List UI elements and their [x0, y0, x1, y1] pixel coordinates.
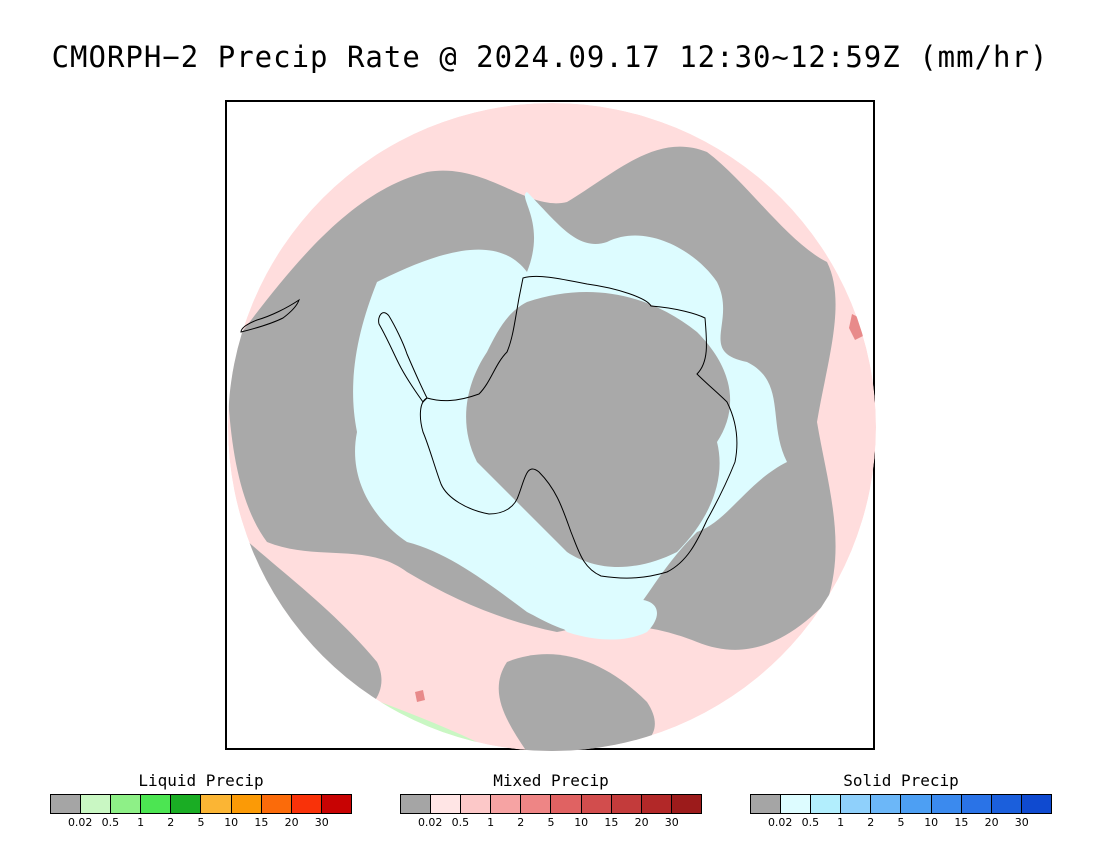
legend-swatch [811, 795, 842, 813]
legend-tick-label: 0.02 [67, 816, 93, 829]
legend-title: Mixed Precip [493, 771, 609, 790]
legend-tick-labels: 0.02 0.5 1 2 5 10 15 20 30 [400, 814, 702, 830]
map-frame [225, 100, 876, 751]
legend-tick-label: 30 [664, 816, 679, 829]
legend-swatch [521, 795, 552, 813]
chart-title: CMORPH−2 Precip Rate @ 2024.09.17 12:30∼… [51, 40, 1049, 74]
legend-swatch [841, 795, 872, 813]
legend-swatch [931, 795, 962, 813]
legend-swatch [141, 795, 172, 813]
legend-tick-label: 30 [1014, 816, 1029, 829]
legend-swatch [81, 795, 112, 813]
legend-swatch [171, 795, 202, 813]
legend-title: Solid Precip [843, 771, 959, 790]
legend-swatch [781, 795, 812, 813]
legend-tick-label: 0.5 [101, 816, 120, 829]
legend-tick-label: 15 [954, 816, 969, 829]
legend-swatch [401, 795, 432, 813]
legend-tick-label: 15 [254, 816, 269, 829]
legend-tick-label: 1 [137, 816, 145, 829]
legend-tick-label: 5 [197, 816, 205, 829]
legend-swatch [51, 795, 82, 813]
legend-tick-label: 0.5 [801, 816, 820, 829]
legend-swatch [641, 795, 672, 813]
legend-swatch [491, 795, 522, 813]
legend-swatch [111, 795, 142, 813]
solid-precip-area-south [527, 562, 657, 640]
no-rain-area-south [498, 654, 655, 751]
legend-colorbar [50, 794, 352, 814]
mixed-precip-heavy-south [415, 690, 425, 702]
legend-tick-label: 5 [897, 816, 905, 829]
legend-swatch [231, 795, 262, 813]
legend-colorbar [400, 794, 702, 814]
legend-swatch [201, 795, 232, 813]
legend-tick-label: 2 [167, 816, 175, 829]
legend-tick-label: 0.02 [767, 816, 793, 829]
antarctic-peninsula-coastline [378, 312, 428, 403]
legend-tick-label: 20 [984, 816, 999, 829]
continent-no-rain [466, 292, 731, 567]
legend-tick-label: 20 [284, 816, 299, 829]
legend-tick-label: 0.5 [451, 816, 470, 829]
south-america-coastline [240, 298, 300, 333]
legend-mixed: Mixed Precip 0.02 0.5 1 2 5 10 15 20 30 [400, 772, 702, 830]
legend-colorbar [750, 794, 1052, 814]
legend-liquid: Liquid Precip 0.02 0.5 1 2 5 10 15 20 30 [50, 772, 352, 830]
legend-swatch [261, 795, 292, 813]
legend-tick-label: 5 [547, 816, 555, 829]
legend-swatch [961, 795, 992, 813]
legend-tick-label: 10 [924, 816, 939, 829]
legend-swatch [581, 795, 612, 813]
legend-title: Liquid Precip [138, 771, 264, 790]
legend-swatch [611, 795, 642, 813]
legend-swatch [1021, 795, 1051, 813]
legend-tick-label: 10 [224, 816, 239, 829]
legend-swatch [671, 795, 701, 813]
legend-swatch [991, 795, 1022, 813]
legend-swatch [551, 795, 582, 813]
legend-swatch [431, 795, 462, 813]
legend-swatch [291, 795, 322, 813]
legend-solid: Solid Precip 0.02 0.5 1 2 5 10 15 20 30 [750, 772, 1052, 830]
legend-tick-label: 2 [867, 816, 875, 829]
legend-swatch [461, 795, 492, 813]
legend-tick-labels: 0.02 0.5 1 2 5 10 15 20 30 [750, 814, 1052, 830]
legend-tick-label: 10 [574, 816, 589, 829]
polar-map [228, 103, 876, 751]
legend-tick-label: 2 [517, 816, 525, 829]
legend-swatch [751, 795, 782, 813]
legend-swatch [321, 795, 351, 813]
legend-tick-label: 15 [604, 816, 619, 829]
legend-tick-label: 30 [314, 816, 329, 829]
precip-field [228, 103, 876, 751]
legend-tick-label: 0.02 [417, 816, 443, 829]
legend-tick-label: 1 [837, 816, 845, 829]
legend-tick-labels: 0.02 0.5 1 2 5 10 15 20 30 [50, 814, 352, 830]
legend-tick-label: 1 [487, 816, 495, 829]
legend-swatch [901, 795, 932, 813]
legend-swatch [871, 795, 902, 813]
legend-tick-label: 20 [634, 816, 649, 829]
